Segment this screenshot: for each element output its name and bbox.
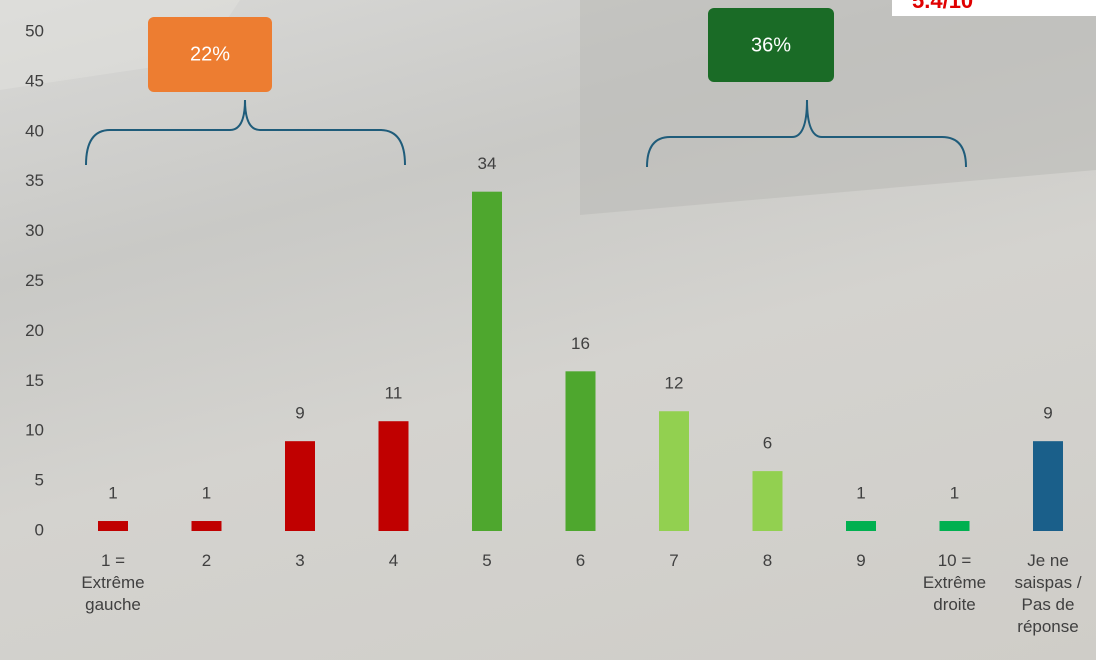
x-tick-label: 6 bbox=[538, 550, 624, 572]
y-tick-label: 30 bbox=[25, 221, 44, 240]
data-label: 1 bbox=[202, 484, 211, 503]
bar bbox=[192, 521, 222, 531]
annotation: 22% bbox=[190, 43, 230, 65]
y-tick-label: 25 bbox=[25, 271, 44, 290]
y-tick-label: 50 bbox=[25, 21, 44, 40]
x-tick-label: 5 bbox=[444, 550, 530, 572]
x-tick-label: 2 bbox=[164, 550, 250, 572]
page: 5.4/10 22% 36% 0510152025303540455011911… bbox=[0, 0, 1096, 660]
x-tick-label: 10 = Extrême droite bbox=[912, 550, 998, 616]
x-tick-label: 9 bbox=[818, 550, 904, 572]
data-label: 11 bbox=[385, 384, 403, 403]
bar bbox=[472, 192, 502, 531]
data-label: 12 bbox=[665, 374, 684, 393]
data-label: 1 bbox=[950, 484, 959, 503]
data-label: 16 bbox=[571, 334, 590, 353]
data-label: 9 bbox=[1043, 404, 1052, 423]
data-label: 1 bbox=[856, 484, 865, 503]
bracket bbox=[86, 100, 405, 165]
x-tick-label: 7 bbox=[631, 550, 717, 572]
y-tick-label: 0 bbox=[35, 520, 44, 539]
y-tick-label: 35 bbox=[25, 171, 44, 190]
annotation: 36% bbox=[751, 34, 791, 56]
x-tick-label: 1 = Extrême gauche bbox=[70, 550, 156, 616]
bar bbox=[753, 471, 783, 531]
y-tick-label: 10 bbox=[25, 421, 44, 440]
y-tick-label: 45 bbox=[25, 71, 44, 90]
bar bbox=[659, 411, 689, 531]
y-tick-label: 5 bbox=[35, 471, 44, 490]
y-tick-label: 15 bbox=[25, 371, 44, 390]
data-label: 1 bbox=[108, 484, 117, 503]
bar bbox=[1033, 441, 1063, 531]
x-tick-label: 3 bbox=[257, 550, 343, 572]
score: 5.4/10 bbox=[912, 0, 973, 13]
y-tick-label: 20 bbox=[25, 321, 44, 340]
bar bbox=[379, 421, 409, 531]
y-tick-label: 40 bbox=[25, 121, 44, 140]
bar bbox=[285, 441, 315, 531]
bar bbox=[846, 521, 876, 531]
data-label: 9 bbox=[295, 404, 304, 423]
background-shape bbox=[580, 0, 1096, 215]
data-label: 6 bbox=[763, 434, 772, 453]
bar bbox=[940, 521, 970, 531]
x-tick-label: Je ne saispas / Pas de réponse bbox=[1005, 550, 1091, 638]
bar bbox=[566, 371, 596, 531]
bar bbox=[98, 521, 128, 531]
x-tick-label: 8 bbox=[725, 550, 811, 572]
x-tick-label: 4 bbox=[351, 550, 437, 572]
data-label: 34 bbox=[478, 154, 497, 173]
